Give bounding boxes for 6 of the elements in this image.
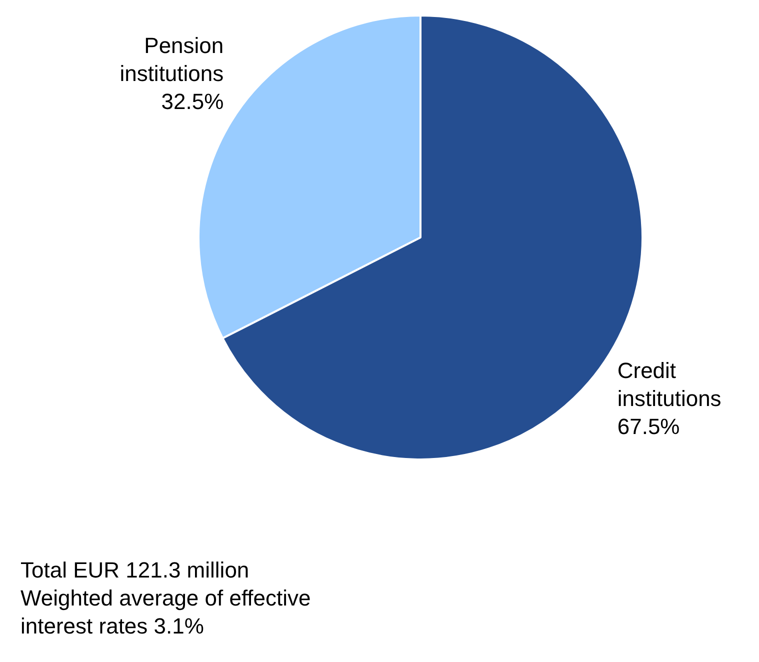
slice-label: Pension institutions bbox=[120, 32, 224, 86]
text: Total EUR 121.3 million bbox=[20, 558, 250, 582]
text: Weighted average of effective interest rates 3.1% bbox=[20, 586, 311, 638]
slice-label: Credit institutions bbox=[617, 358, 722, 412]
data-label: 67.5% bbox=[617, 414, 680, 440]
data-label: 32.5% bbox=[161, 88, 224, 114]
